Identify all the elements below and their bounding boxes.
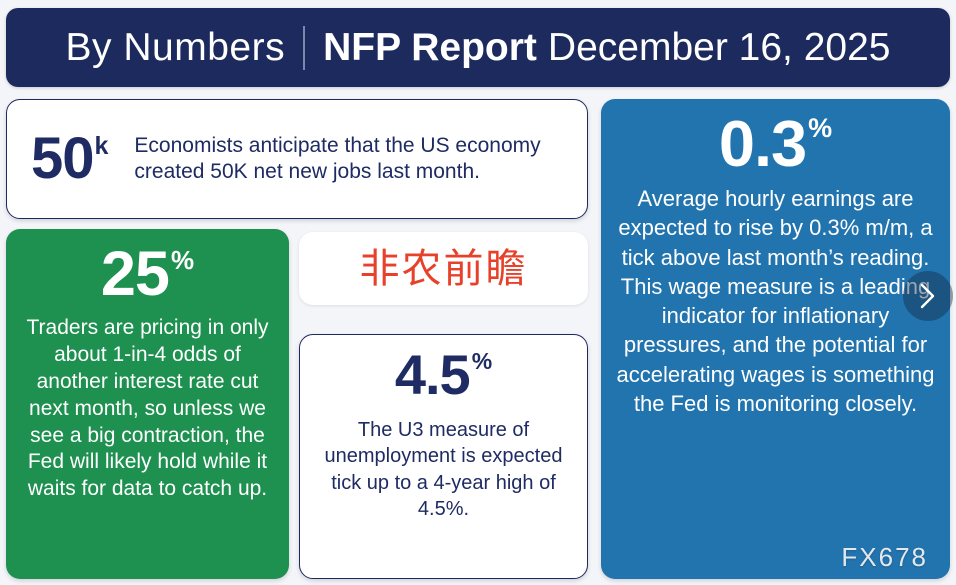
chinese-title-card: 非农前瞻: [299, 232, 588, 305]
u3-description: The U3 measure of unemployment is expect…: [324, 419, 563, 521]
u3-value: 4.5: [394, 343, 471, 406]
watermark: FX678: [841, 542, 928, 572]
rate-cut-description: Traders are pricing in only about 1-in-4…: [26, 316, 269, 501]
wages-suffix: %: [808, 113, 833, 143]
header-report-title: NFP Report: [323, 26, 537, 69]
stat-card-rate-cut: 25 % Traders are pricing in only about 1…: [6, 229, 289, 579]
rate-cut-value: 25: [100, 239, 170, 309]
wages-stat: 0.3 %: [719, 111, 832, 176]
stat-card-wages: 0.3 % Average hourly earnings are expect…: [601, 99, 950, 579]
wages-value: 0.3: [718, 107, 807, 180]
stat-card-unemployment: 4.5 % The U3 measure of unemployment is …: [299, 334, 588, 579]
stat-card-jobs: 50 k Economists anticipate that the US e…: [6, 99, 588, 219]
next-slide-button[interactable]: [903, 271, 953, 321]
jobs-description: Economists anticipate that the US econom…: [134, 133, 541, 183]
rate-cut-suffix: %: [170, 245, 195, 275]
jobs-suffix: k: [94, 132, 109, 161]
u3-suffix: %: [471, 348, 493, 374]
chevron-right-icon: [919, 282, 937, 310]
jobs-value: 50: [31, 126, 95, 192]
header-date: December 16, 2025: [547, 26, 891, 69]
rate-cut-stat: 25 %: [101, 243, 194, 306]
jobs-stat: 50 k: [31, 126, 109, 192]
header-brand: By Numbers: [65, 26, 286, 69]
wages-description: Average hourly earnings are expected to …: [616, 186, 935, 416]
header-divider: [303, 25, 306, 70]
u3-stat: 4.5 %: [395, 347, 492, 403]
chinese-title-text: 非农前瞻: [359, 246, 528, 291]
header-bar: By Numbers NFP Report December 16, 2025: [6, 8, 950, 87]
